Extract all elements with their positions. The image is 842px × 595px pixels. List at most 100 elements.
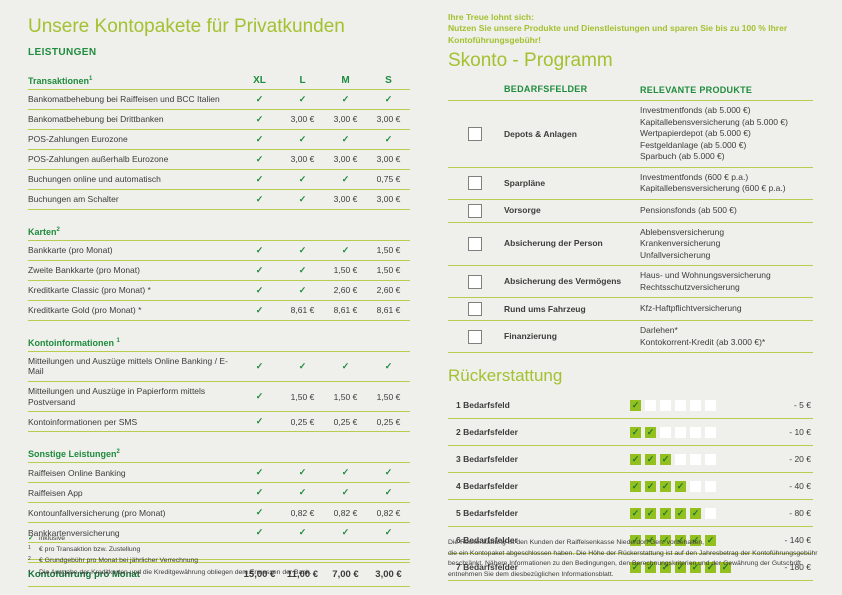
package-column-header: XL <box>253 74 266 86</box>
check-cell: ✓ <box>238 507 281 518</box>
refund-row: 3 Bedarfsfelder ✓ ✓ ✓ - 20 € <box>448 446 813 473</box>
product-item: Rechtsschutzversicherung <box>640 281 740 292</box>
price-cell: 8,61 € <box>333 305 358 316</box>
product-list: Darlehen* Kontokorrent-Kredit (ab 3.000 €… <box>640 325 813 348</box>
check-icon: ✓ <box>298 527 307 538</box>
skonto-table-header: BEDARFSFELDER RELEVANTE PRODUKTE <box>448 84 813 102</box>
product-item: Pensionsfonds (ab 500 €) <box>640 204 737 215</box>
check-icon: ✓ <box>298 264 307 275</box>
check-cell: ✓ <box>281 361 324 372</box>
total-label: Kontoführung pro Monat <box>28 569 140 581</box>
checkbox-cell <box>448 127 504 142</box>
package-column-header: L <box>299 74 306 86</box>
skonto-row: Vorsorge Pensionsfonds (ab 500 €) <box>448 200 813 223</box>
product-item: Kfz-Haftpflichtversicherung <box>640 303 742 314</box>
refund-row-label: 2 Bedarfsfelder <box>456 427 518 437</box>
checked-box-icon: ✓ <box>630 534 641 546</box>
table-row: Bankomatbehebung bei Raiffeisen und BCC … <box>28 90 410 110</box>
checked-box-icon: ✓ <box>660 480 671 492</box>
checked-box-icon: ✓ <box>720 561 731 573</box>
bedarfsfeld-checkbox[interactable] <box>468 329 482 344</box>
empty-box-icon <box>690 480 701 492</box>
table-row: POS-Zahlungen Eurozone ✓ ✓ ✓ ✓ <box>28 130 410 150</box>
refund-boxes: ✓ ✓ <box>630 426 749 438</box>
refund-amount: - 20 € <box>789 454 811 464</box>
footnotes: ✓ inklusive 1 € pro Transaktion bzw. Zustel… <box>28 534 428 579</box>
check-cell: ✓ <box>367 527 410 538</box>
refund-row-label: 1 Bedarfsfeld <box>456 400 510 410</box>
skonto-row: Absicherung des Vermögens Haus- und Wohnu… <box>448 266 813 299</box>
refund-row: 2 Bedarfsfelder ✓ ✓ - 10 € <box>448 419 813 446</box>
bedarfsfeld-checkbox[interactable] <box>468 274 482 289</box>
check-cell: ✓ <box>238 416 281 427</box>
check-icon: ✓ <box>384 527 393 538</box>
check-icon: ✓ <box>298 467 307 478</box>
refund-boxes: ✓ <box>630 399 749 411</box>
price-cell: 8,61 € <box>290 305 315 316</box>
bedarfsfeld-checkbox[interactable] <box>468 127 482 142</box>
refund-row-label: 6 Bedarfsfelder <box>456 535 518 545</box>
empty-box-icon <box>675 399 686 411</box>
footnote-ref: 1 <box>89 75 93 82</box>
check-icon: ✓ <box>255 360 264 371</box>
table-row: Raiffeisen Online Banking ✓ ✓ ✓ ✓ <box>28 463 410 484</box>
table-row: Mitteilungen und Auszüge in Papierform m… <box>28 382 410 413</box>
section-heading-label: Sonstige Leistungen2 <box>28 449 120 460</box>
bedarfsfeld-checkbox[interactable] <box>468 302 482 317</box>
row-label: Bankkarte (pro Monat) <box>28 245 113 256</box>
footnote-ref: 2 <box>56 226 60 233</box>
disclaimer-line: die ein Kontopaket abgeschlossen haben. … <box>448 549 818 578</box>
checkbox-cell <box>448 203 504 218</box>
skonto-title: Skonto - Programm <box>448 50 613 72</box>
services-subtitle: LEISTUNGEN <box>28 46 97 58</box>
empty-box-icon <box>705 399 716 411</box>
total-price-cell: 7,00 € <box>332 569 359 581</box>
check-cell: ✓ <box>324 361 367 372</box>
product-list: Kfz-Haftpflichtversicherung <box>640 303 813 314</box>
check-cell: ✓ <box>324 467 367 478</box>
check-cell: ✓ <box>367 134 410 145</box>
package-column-header: M <box>341 74 350 86</box>
check-cell: ✓ <box>238 245 281 256</box>
empty-box-icon <box>705 480 716 492</box>
check-cell: ✓ <box>238 391 281 402</box>
row-label: Zweite Bankkarte (pro Monat) <box>28 265 140 276</box>
check-icon: ✓ <box>341 487 350 498</box>
check-icon: ✓ <box>298 360 307 371</box>
price-cell: 0,25 € <box>290 416 315 427</box>
total-row-wrap: Kontoführung pro Monat 15,00 € 11,00 € 7,0… <box>28 559 410 588</box>
refund-boxes: ✓ ✓ ✓ ✓ <box>630 480 749 492</box>
refund-row-label: 4 Bedarfsfelder <box>456 481 518 491</box>
total-price-cell: 15,00 € <box>243 569 276 581</box>
product-item: Darlehen* <box>640 325 678 336</box>
price-cell: 1,50 € <box>333 265 358 276</box>
footnote-text: € Grundgebühr pro Monat bei jährlicher V… <box>39 557 199 565</box>
check-icon: ✓ <box>255 153 264 164</box>
bedarfsfeld-label: Sparpläne <box>504 177 546 188</box>
refund-amount: - 140 € <box>784 535 811 545</box>
checked-box-icon: ✓ <box>675 561 686 573</box>
divider <box>28 559 410 561</box>
table-row: Bankkartenversicherung ✓ ✓ ✓ ✓ <box>28 523 410 544</box>
total-price-cell: 3,00 € <box>375 569 402 581</box>
bedarfsfeld-checkbox[interactable] <box>468 203 482 218</box>
checked-box-icon: ✓ <box>690 507 701 519</box>
check-cell: ✓ <box>324 245 367 256</box>
checked-box-icon: ✓ <box>675 507 686 519</box>
skonto-row: Sparpläne Investmentfonds (600 € p.a.) Kap… <box>448 168 813 200</box>
bedarfsfeld-checkbox[interactable] <box>468 236 482 251</box>
checked-box-icon: ✓ <box>705 561 716 573</box>
empty-box-icon <box>705 507 716 519</box>
skonto-row: Finanzierung Darlehen* Kontokorrent-Kredit… <box>448 321 813 353</box>
product-item: Unfallversicherung <box>640 249 711 260</box>
check-cell: ✓ <box>238 114 281 125</box>
check-icon: ✓ <box>298 93 307 104</box>
refund-row: 7 Bedarfsfelder ✓ ✓ ✓ ✓ ✓ ✓ ✓ - 180 € <box>448 554 813 581</box>
bedarfsfeld-checkbox[interactable] <box>468 176 482 191</box>
check-icon: ✓ <box>298 173 307 184</box>
table-row: POS-Zahlungen außerhalb Eurozone ✓ 3,00 € 3… <box>28 150 410 170</box>
table-row: Kreditkarte Gold (pro Monat) * ✓ 8,61 € 8,6… <box>28 301 410 321</box>
empty-box-icon <box>690 399 701 411</box>
skonto-row: Absicherung der Person Ablebensversicheru… <box>448 223 813 267</box>
